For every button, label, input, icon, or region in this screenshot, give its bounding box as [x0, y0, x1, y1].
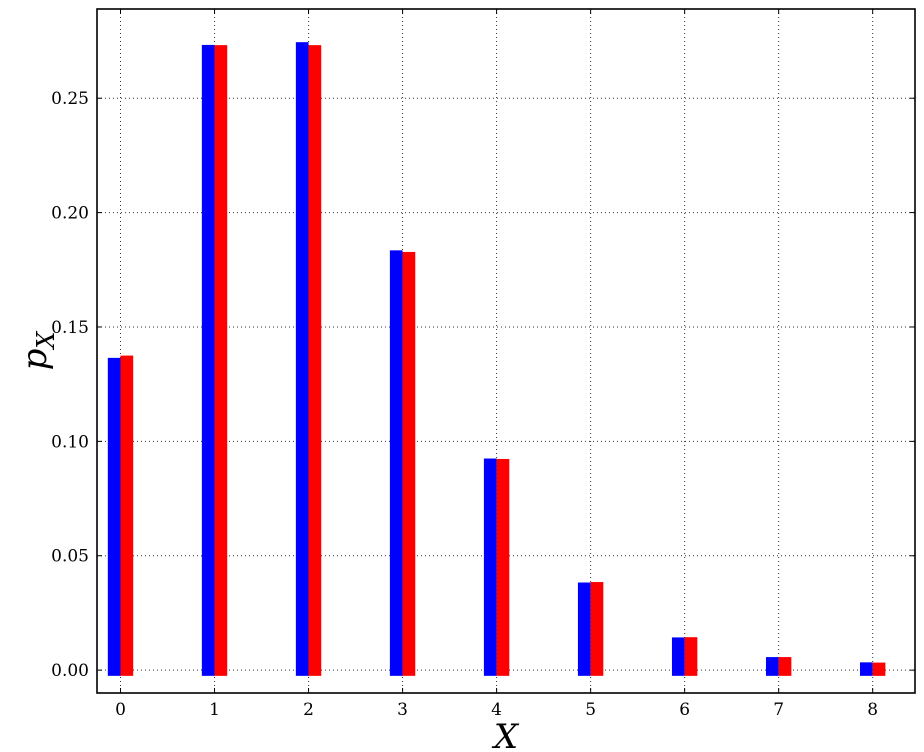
bar-series-2: [402, 251, 416, 676]
x-tick-label: 5: [585, 700, 596, 720]
bar-series-1: [389, 250, 403, 676]
bar-series-1: [295, 42, 309, 676]
bar-series-1: [107, 357, 121, 676]
y-axis-title: pX: [15, 331, 60, 371]
y-axis-title-subscript: X: [32, 331, 60, 351]
bar-series-1: [577, 582, 591, 676]
y-tick-labels: 0.00 0.05 0.10 0.15 0.20 0.25: [51, 89, 89, 681]
tick-marks: [97, 9, 915, 693]
x-tick-label: 2: [303, 700, 314, 720]
bar-series-2: [496, 458, 510, 676]
bar-series-1: [201, 44, 215, 676]
bars: [107, 42, 886, 676]
bar-series-1: [859, 662, 873, 676]
x-axis-title: X: [491, 717, 520, 752]
svg-text:pX: pX: [15, 331, 60, 371]
x-tick-label: 6: [679, 700, 690, 720]
bar-series-2: [778, 657, 792, 676]
x-tick-labels: 0 1 2 3 4 5 6 7 8: [115, 700, 878, 720]
y-tick-label: 0.15: [51, 318, 89, 338]
y-tick-label: 0.10: [51, 432, 89, 452]
bar-series-1: [483, 458, 497, 676]
x-tick-label: 3: [397, 700, 408, 720]
bar-series-2: [214, 45, 228, 676]
bar-series-1: [671, 637, 685, 676]
bar-series-1: [765, 657, 779, 676]
y-tick-label: 0.00: [51, 661, 89, 681]
x-tick-label: 1: [209, 700, 220, 720]
bar-series-2: [120, 355, 134, 676]
y-axis-title-main: p: [15, 349, 55, 371]
y-tick-label: 0.25: [51, 89, 89, 109]
bar-series-2: [590, 582, 604, 676]
bar-series-2: [684, 637, 698, 676]
bar-series-2: [872, 662, 886, 676]
y-tick-label: 0.20: [51, 204, 89, 224]
x-tick-label: 7: [773, 700, 784, 720]
plot-frame: [96, 8, 916, 694]
x-tick-label: 0: [115, 700, 126, 720]
y-tick-label: 0.05: [51, 547, 89, 567]
x-tick-label: 4: [491, 700, 502, 720]
x-tick-label: 8: [867, 700, 878, 720]
bar-series-2: [308, 45, 322, 676]
